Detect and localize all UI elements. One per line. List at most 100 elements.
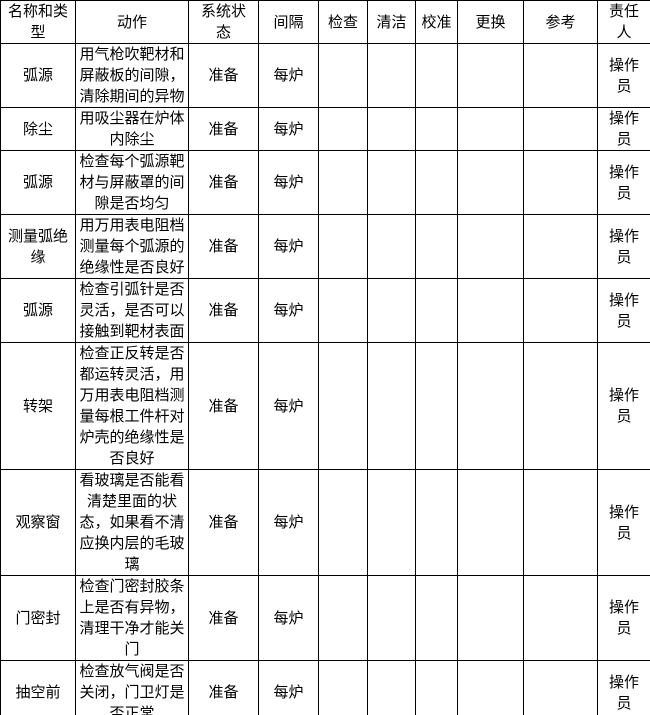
cell-interval: 每炉 [258,575,319,661]
table-row: 观察窗 看玻璃是否能看 清楚里面的状 态，如果看不清 应换内层的毛玻 璃 准备 … [0,469,650,576]
cell-replace [457,150,524,215]
cell-system-state: 准备 [188,575,259,661]
cell-action: 用吸尘器在炉体 内除尘 [75,107,189,151]
cell-action: 检查每个弧源靶 材与屏蔽罩的间 隙是否均匀 [75,150,189,215]
cell-interval: 每炉 [258,43,319,108]
cell-clean [367,107,416,151]
header-interval: 间隔 [258,0,319,44]
header-clean: 清洁 [367,0,416,44]
cell-action: 检查引弧针是否 灵活，是否可以 接触到靶材表面 [75,278,189,343]
cell-interval: 每炉 [258,107,319,151]
header-calibrate: 校准 [415,0,458,44]
cell-replace [457,278,524,343]
cell-clean [367,278,416,343]
cell-replace [457,660,524,715]
cell-check [318,107,368,151]
cell-replace [457,214,524,279]
table-row: 测量弧绝 缘 用万用表电阻档 测量每个弧源的 绝缘性是否良好 准备 每炉 操作 … [0,214,650,279]
cell-system-state: 准备 [188,342,259,470]
cell-replace [457,469,524,576]
table-row: 转架 检查正反转是否 都运转灵活，用 万用表电阻档测 量每根工件杆对 炉壳的绝缘… [0,342,650,470]
cell-interval: 每炉 [258,469,319,576]
cell-calibrate [415,43,458,108]
cell-interval: 每炉 [258,278,319,343]
cell-reference [523,469,598,576]
cell-responsible: 操作 员 [597,278,650,343]
cell-calibrate [415,469,458,576]
cell-responsible: 操作 员 [597,214,650,279]
cell-system-state: 准备 [188,278,259,343]
header-name-type: 名称和类 型 [0,0,76,44]
cell-name: 除尘 [0,107,76,151]
cell-replace [457,575,524,661]
cell-system-state: 准备 [188,660,259,715]
cell-name: 观察窗 [0,469,76,576]
header-reference: 参考 [523,0,598,44]
cell-reference [523,150,598,215]
cell-calibrate [415,278,458,343]
cell-check [318,278,368,343]
cell-name: 门密封 [0,575,76,661]
table-row: 抽空前 检查放气阀是否 关闭，门卫灯是 否正常 准备 每炉 操作 员 [0,660,650,715]
cell-calibrate [415,107,458,151]
cell-interval: 每炉 [258,214,319,279]
cell-name: 测量弧绝 缘 [0,214,76,279]
cell-check [318,342,368,470]
cell-clean [367,150,416,215]
cell-interval: 每炉 [258,150,319,215]
cell-action: 用万用表电阻档 测量每个弧源的 绝缘性是否良好 [75,214,189,279]
cell-system-state: 准备 [188,469,259,576]
cell-calibrate [415,575,458,661]
cell-replace [457,342,524,470]
header-check: 检查 [318,0,368,44]
cell-clean [367,43,416,108]
cell-reference [523,214,598,279]
cell-system-state: 准备 [188,43,259,108]
table-row: 弧源 检查引弧针是否 灵活，是否可以 接触到靶材表面 准备 每炉 操作 员 [0,278,650,343]
cell-reference [523,575,598,661]
table-row: 门密封 检查门密封胶条 上是否有异物， 清理干净才能关 门 准备 每炉 操作 员 [0,575,650,661]
cell-responsible: 操作 员 [597,342,650,470]
cell-responsible: 操作 员 [597,43,650,108]
cell-reference [523,107,598,151]
cell-name: 弧源 [0,278,76,343]
cell-responsible: 操作 员 [597,660,650,715]
cell-reference [523,43,598,108]
cell-name: 转架 [0,342,76,470]
cell-interval: 每炉 [258,660,319,715]
cell-system-state: 准备 [188,107,259,151]
cell-action: 检查门密封胶条 上是否有异物， 清理干净才能关 门 [75,575,189,661]
cell-reference [523,342,598,470]
cell-responsible: 操作 员 [597,469,650,576]
cell-responsible: 操作 员 [597,575,650,661]
cell-replace [457,107,524,151]
cell-name: 弧源 [0,43,76,108]
table-row: 除尘 用吸尘器在炉体 内除尘 准备 每炉 操作 员 [0,107,650,151]
cell-check [318,214,368,279]
cell-clean [367,575,416,661]
cell-responsible: 操作 员 [597,150,650,215]
cell-clean [367,469,416,576]
cell-reference [523,278,598,343]
cell-name: 弧源 [0,150,76,215]
cell-action: 检查放气阀是否 关闭，门卫灯是 否正常 [75,660,189,715]
cell-reference [523,660,598,715]
cell-check [318,43,368,108]
cell-action: 用气枪吹靶材和 屏蔽板的间隙， 清除期间的异物 [75,43,189,108]
cell-clean [367,342,416,470]
cell-responsible: 操作 员 [597,107,650,151]
cell-calibrate [415,660,458,715]
header-system-state: 系统状 态 [188,0,259,44]
table-row: 弧源 用气枪吹靶材和 屏蔽板的间隙， 清除期间的异物 准备 每炉 操作 员 [0,43,650,108]
cell-name: 抽空前 [0,660,76,715]
cell-calibrate [415,150,458,215]
cell-check [318,150,368,215]
table-row: 弧源 检查每个弧源靶 材与屏蔽罩的间 隙是否均匀 准备 每炉 操作 员 [0,150,650,215]
header-action: 动作 [75,0,189,44]
cell-check [318,660,368,715]
cell-action: 看玻璃是否能看 清楚里面的状 态，如果看不清 应换内层的毛玻 璃 [75,469,189,576]
cell-system-state: 准备 [188,214,259,279]
cell-check [318,575,368,661]
